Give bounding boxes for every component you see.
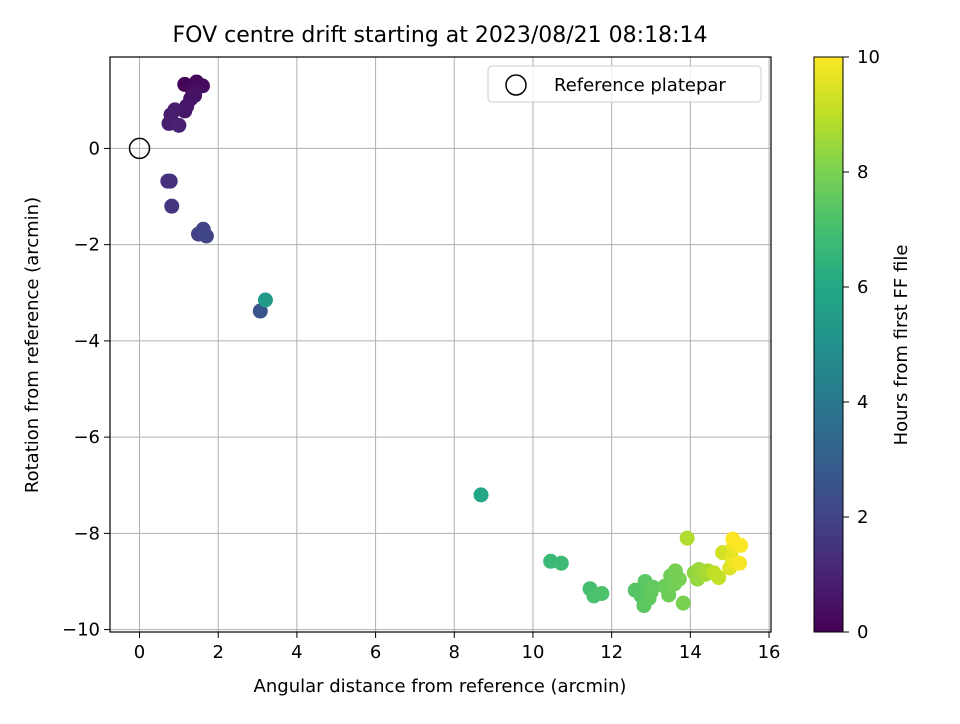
colorbar-tick-label: 10	[857, 47, 880, 68]
y-tick-label: −2	[73, 235, 100, 256]
x-tick-label: 0	[134, 642, 145, 663]
scatter-point	[594, 586, 610, 602]
colorbar-label: Hours from first FF file	[891, 245, 912, 446]
x-tick-label: 12	[600, 642, 623, 663]
chart-title: FOV centre drift starting at 2023/08/21 …	[173, 23, 708, 48]
scatter-point	[198, 228, 214, 244]
scatter-point	[553, 555, 569, 571]
scatter-point	[162, 173, 178, 189]
y-tick-label: −8	[73, 523, 100, 544]
legend-marker-icon	[505, 74, 527, 96]
colorbar-tick-label: 4	[857, 392, 868, 413]
colorbar-tick-label: 2	[857, 507, 868, 528]
scatter-point	[732, 555, 748, 571]
x-axis-label: Angular distance from reference (arcmin)	[254, 676, 627, 697]
y-tick-label: −6	[73, 427, 100, 448]
scatter-point	[675, 595, 691, 611]
colorbar-tick-label: 8	[857, 162, 868, 183]
x-tick-label: 8	[449, 642, 460, 663]
colorbar: 0 2 4 6 8 10 Hours from first FF file	[813, 47, 912, 643]
y-tick-label: −4	[73, 331, 100, 352]
reference-marker-layer	[128, 137, 151, 160]
plot-frame	[109, 56, 772, 633]
legend-label: Reference platepar	[554, 75, 726, 96]
scatter-point	[679, 530, 695, 546]
scatter-point	[711, 570, 727, 586]
x-tick-label: 4	[291, 642, 302, 663]
colorbar-gradient	[813, 56, 844, 633]
colorbar-tick-label: 0	[857, 622, 868, 643]
scatter-point	[725, 531, 741, 547]
x-axis-ticks: 0 2 4 6 8 10 12 14 16	[134, 632, 781, 663]
y-tick-label: 0	[89, 138, 100, 159]
y-tick-label: −10	[62, 620, 100, 641]
x-tick-label: 6	[370, 642, 381, 663]
legend: Reference platepar	[487, 65, 762, 103]
grid-lines	[110, 57, 771, 632]
legend-box	[487, 65, 762, 103]
scatter-points	[160, 74, 749, 614]
scatter-point	[167, 102, 183, 118]
x-tick-label: 14	[679, 642, 702, 663]
colorbar-ticks: 0 2 4 6 8 10	[843, 47, 880, 643]
reference-point-marker	[128, 137, 151, 160]
scatter-point	[171, 117, 187, 133]
x-tick-label: 2	[212, 642, 223, 663]
colorbar-tick-label: 6	[857, 277, 868, 298]
scatter-point	[661, 587, 677, 603]
scatter-point	[164, 198, 180, 214]
y-axis-label: Rotation from reference (arcmin)	[22, 197, 43, 493]
scatter-point	[187, 87, 203, 103]
y-axis-ticks: 0 −2 −4 −6 −8 −10	[62, 138, 110, 641]
scatter-point	[643, 584, 659, 600]
x-tick-label: 10	[522, 642, 545, 663]
scatter-point	[257, 292, 273, 308]
scatter-point	[473, 487, 489, 503]
x-tick-label: 16	[758, 642, 781, 663]
scatter-point	[671, 571, 687, 587]
